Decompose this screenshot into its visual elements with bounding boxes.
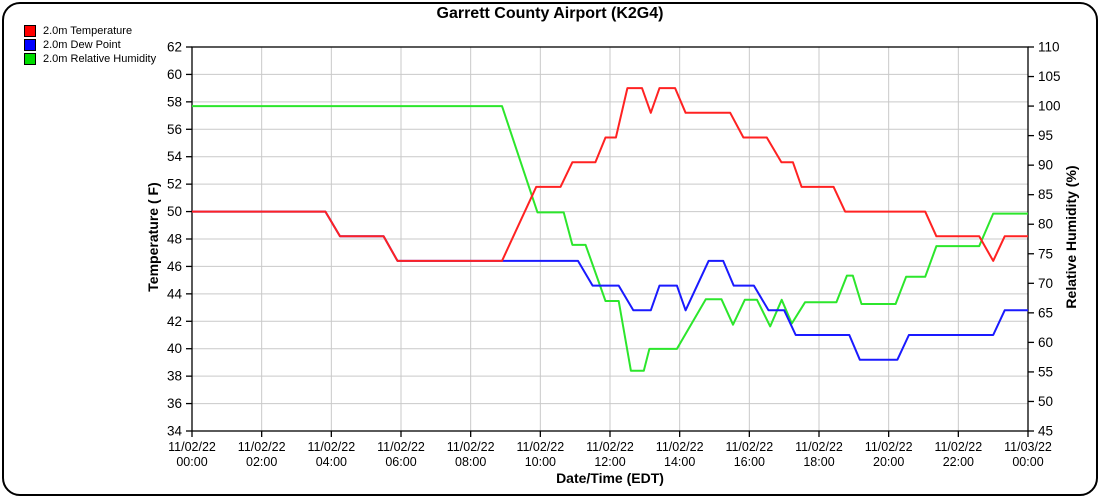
y-left-tick-label: 48: [167, 232, 182, 247]
y-right-tick-label: 55: [1038, 364, 1053, 379]
x-tick-date-label: 11/02/22: [865, 440, 913, 454]
humidity-swatch-icon: [24, 52, 36, 65]
y-left-tick-label: 44: [167, 286, 183, 301]
y-right-tick-label: 50: [1038, 394, 1053, 409]
y-left-tick-label: 60: [167, 67, 182, 82]
y-left-tick-label: 40: [167, 341, 182, 356]
temperature-line: [192, 87, 1028, 262]
x-tick-date-label: 11/02/22: [168, 440, 216, 454]
y-left-tick-label: 50: [167, 204, 182, 219]
legend-item-temperature: 2.0m Temperature: [24, 24, 156, 37]
y-right-tick-label: 70: [1038, 276, 1053, 291]
chart-title: Garrett County Airport (K2G4): [436, 5, 664, 22]
x-tick-time-label: 04:00: [316, 455, 347, 469]
x-tick-time-label: 10:00: [525, 455, 556, 469]
x-tick-time-label: 00:00: [176, 455, 207, 469]
x-tick-date-label: 11/03/22: [1004, 440, 1052, 454]
y-right-tick-label: 65: [1038, 305, 1053, 320]
legend-label: 2.0m Relative Humidity: [43, 52, 157, 65]
x-tick-date-label: 11/02/22: [238, 440, 286, 454]
y-right-tick-label: 45: [1038, 424, 1053, 439]
x-tick-time-label: 22:00: [943, 455, 974, 469]
humidity-line: [192, 105, 1028, 372]
y-right-tick-label: 110: [1038, 40, 1060, 55]
x-tick-time-label: 06:00: [385, 455, 416, 469]
y-left-tick-label: 36: [167, 396, 182, 411]
y-left-tick-label: 54: [167, 149, 183, 164]
y-left-tick-label: 34: [167, 424, 183, 439]
y-left-tick-label: 52: [167, 177, 182, 192]
y-left-tick-label: 58: [167, 94, 182, 109]
legend-label: 2.0m Dew Point: [43, 38, 121, 51]
y-right-tick-label: 100: [1038, 99, 1061, 114]
dew-point-swatch-icon: [24, 38, 36, 51]
y-right-tick-label: 60: [1038, 335, 1053, 350]
y-right-tick-label: 85: [1038, 187, 1053, 202]
x-tick-date-label: 11/02/22: [795, 440, 843, 454]
x-tick-date-label: 11/02/22: [516, 440, 564, 454]
y-left-tick-label: 42: [167, 314, 182, 329]
x-tick-time-label: 00:00: [1012, 455, 1043, 469]
x-tick-date-label: 11/02/22: [656, 440, 704, 454]
x-tick-time-label: 14:00: [664, 455, 695, 469]
y-left-tick-label: 38: [167, 369, 182, 384]
y-right-tick-label: 75: [1038, 246, 1053, 261]
x-tick-time-label: 08:00: [455, 455, 486, 469]
x-tick-date-label: 11/02/22: [586, 440, 634, 454]
x-tick-time-label: 20:00: [873, 455, 904, 469]
x-tick-time-label: 18:00: [803, 455, 834, 469]
x-tick-date-label: 11/02/22: [377, 440, 425, 454]
x-tick-date-label: 11/02/22: [307, 440, 355, 454]
y-right-tick-label: 90: [1038, 158, 1053, 173]
x-tick-time-label: 02:00: [246, 455, 277, 469]
legend-label: 2.0m Temperature: [43, 24, 133, 37]
legend-item-relative-humidity: 2.0m Relative Humidity: [24, 52, 157, 65]
y-left-tick-label: 46: [167, 259, 182, 274]
y-left-tick-label: 56: [167, 122, 182, 137]
x-tick-date-label: 11/02/22: [934, 440, 982, 454]
y-right-tick-label: 80: [1038, 217, 1053, 232]
x-axis-title: Date/Time (EDT): [556, 470, 664, 486]
legend-item-dew-point: 2.0m Dew Point: [24, 38, 156, 51]
temperature-swatch-icon: [24, 24, 36, 37]
y-right-tick-label: 105: [1038, 69, 1061, 84]
y-left-tick-label: 62: [167, 40, 182, 55]
x-tick-time-label: 12:00: [594, 455, 625, 469]
chart-legend: 2.0m Temperature 2.0m Dew Point 2.0m Rel…: [24, 24, 157, 67]
x-tick-time-label: 16:00: [734, 455, 765, 469]
x-tick-date-label: 11/02/22: [725, 440, 773, 454]
y-right-tick-label: 95: [1038, 128, 1053, 143]
x-tick-date-label: 11/02/22: [447, 440, 495, 454]
